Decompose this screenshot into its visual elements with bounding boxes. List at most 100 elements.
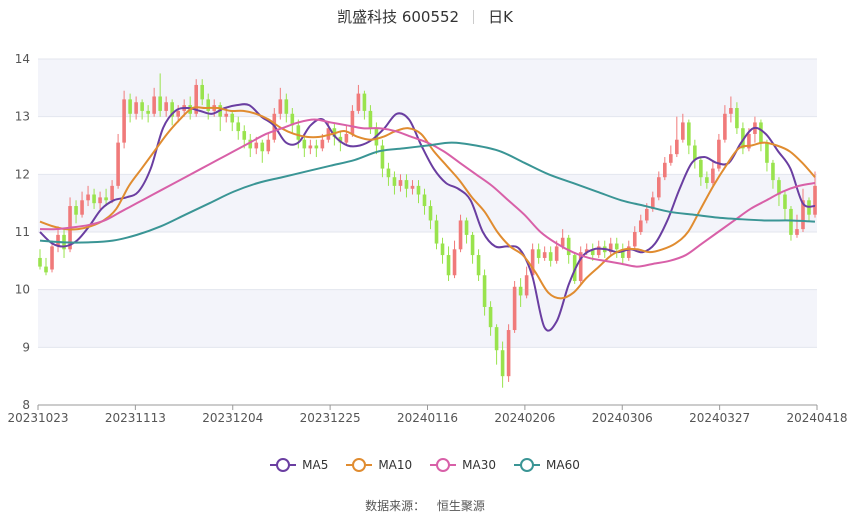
legend: MA5 MA10 MA30 MA60 <box>0 458 850 472</box>
legend-marker-icon <box>346 458 373 472</box>
candle-body <box>644 208 649 221</box>
candle-body <box>759 122 763 143</box>
y-tick-label: 8 <box>22 398 30 412</box>
y-tick-label: 12 <box>15 167 30 181</box>
x-tick-label: 20231204 <box>202 411 263 425</box>
candle-body <box>512 286 517 331</box>
candle-body <box>350 110 355 134</box>
legend-label: MA10 <box>378 458 413 472</box>
candle-body <box>765 142 769 163</box>
candle-body <box>735 108 739 129</box>
legend-label: MA60 <box>546 458 580 472</box>
candle-body <box>566 237 571 256</box>
candle-body <box>596 246 601 256</box>
candle-body <box>128 99 132 114</box>
candle-body <box>38 257 42 267</box>
candle-body <box>242 131 247 140</box>
candle-body <box>789 208 793 235</box>
legend-marker-icon <box>514 458 541 472</box>
source-value: 恒生聚源 <box>436 499 485 513</box>
candle-body <box>554 246 559 261</box>
candle-body <box>74 206 78 215</box>
period-label: 日K <box>488 8 513 26</box>
source-label: 数据来源： <box>365 499 426 513</box>
candle-body <box>687 122 691 146</box>
candle-body <box>164 102 168 111</box>
candle-body <box>783 194 787 209</box>
y-tick-label: 11 <box>15 225 30 239</box>
candle-body <box>771 162 775 181</box>
candle-body <box>476 255 481 276</box>
candle-body <box>368 110 373 129</box>
candle-body <box>134 102 138 114</box>
candle-body <box>542 252 547 258</box>
candle-body <box>116 142 120 186</box>
grid-band <box>38 174 817 232</box>
candle-body <box>650 197 655 209</box>
legend-item-ma5[interactable]: MA5 <box>270 458 328 472</box>
candle-body <box>711 168 715 183</box>
candle-body <box>176 110 180 117</box>
candle-body <box>506 330 511 377</box>
candle-body <box>669 154 673 163</box>
candle-body <box>614 243 619 250</box>
candle-body <box>398 180 403 186</box>
candle-body <box>578 252 583 282</box>
candle-body <box>170 102 174 117</box>
y-tick-label: 13 <box>15 110 30 124</box>
candle-body <box>795 229 799 235</box>
candle-body <box>386 168 391 178</box>
candle-body <box>260 142 265 152</box>
candle-body <box>675 139 679 155</box>
candle-body <box>458 220 463 250</box>
candle-body <box>482 275 487 307</box>
candle-body <box>422 194 427 207</box>
candle-body <box>206 99 211 111</box>
legend-label: MA30 <box>462 458 497 472</box>
candle-body <box>122 99 126 143</box>
y-tick-label: 9 <box>22 340 30 354</box>
x-tick-label: 20240116 <box>397 411 458 425</box>
candle-body <box>338 136 343 143</box>
legend-marker-icon <box>430 458 457 472</box>
legend-label: MA5 <box>302 458 329 472</box>
candle-body <box>308 145 313 149</box>
title-separator <box>473 10 475 24</box>
candle-body <box>699 159 703 178</box>
candle-body <box>626 246 631 258</box>
candle-body <box>638 220 643 232</box>
candle-body <box>693 145 697 160</box>
candle-body <box>813 185 817 215</box>
x-tick-label: 20240306 <box>592 411 653 425</box>
legend-item-ma10[interactable]: MA10 <box>346 458 412 472</box>
candle-body <box>248 139 253 149</box>
candle-body <box>494 327 499 351</box>
candle-body <box>230 113 235 123</box>
candle-body <box>590 249 595 256</box>
candle-body <box>194 84 199 114</box>
y-tick-label: 14 <box>15 52 30 66</box>
candle-body <box>723 113 727 140</box>
candle-body <box>663 162 667 178</box>
candle-body <box>584 249 589 253</box>
series-line-ma60 <box>39 141 816 244</box>
candle-body <box>464 220 469 235</box>
candle-body <box>92 194 96 204</box>
candle-body <box>524 275 529 296</box>
candle-body <box>296 125 301 140</box>
candle-body <box>152 96 156 114</box>
candle-body <box>50 246 54 270</box>
legend-item-ma60[interactable]: MA60 <box>514 458 580 472</box>
candle-body <box>80 200 84 215</box>
candle-body <box>452 249 457 276</box>
candle-body <box>224 113 229 117</box>
candle-body <box>434 220 439 244</box>
candle-body <box>98 197 102 204</box>
candle-body <box>302 139 307 149</box>
candle-body <box>254 142 259 149</box>
candle-body <box>518 286 523 296</box>
candle-body <box>620 249 625 258</box>
x-tick-label: 20240418 <box>786 411 847 425</box>
legend-item-ma30[interactable]: MA30 <box>430 458 496 472</box>
